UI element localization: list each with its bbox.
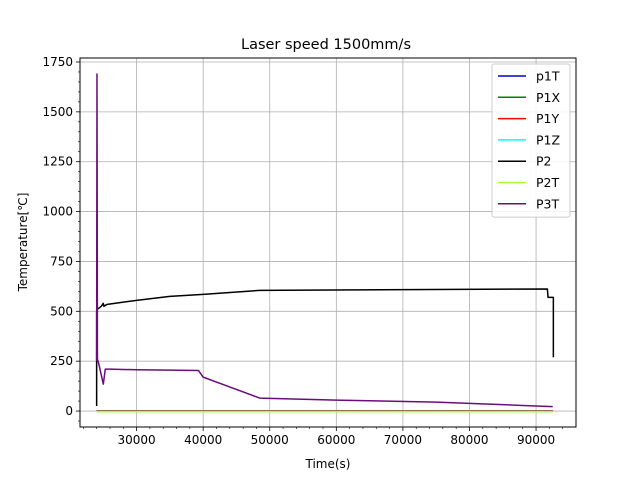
plot-frame [79, 57, 577, 428]
x-tick-label: 70000 [384, 433, 422, 447]
chart-title: Laser speed 1500mm/s [241, 37, 411, 53]
y-tick-label: 1750 [42, 55, 73, 69]
x-tick-label: 40000 [184, 433, 222, 447]
x-tick-label: 90000 [517, 433, 555, 447]
axes: 30000 40000 50000 60000 70000 80000 90000 0 250 5… [42, 55, 563, 447]
series-line-p2 [95, 288, 555, 407]
legend-label: P2T [536, 175, 559, 190]
x-tick-label: 60000 [317, 433, 355, 447]
y-axis-label: Temperature[℃] [16, 193, 30, 293]
legend-label: P3T [536, 196, 559, 211]
y-tick-label: 250 [50, 354, 73, 368]
x-axis-label: Time(s) [305, 457, 351, 471]
legend-label: P1X [536, 90, 560, 105]
legend-box [491, 63, 571, 218]
y-tick-label: 0 [65, 404, 73, 418]
legend-label: p1T [536, 69, 560, 84]
legend-label: P2 [536, 154, 552, 169]
x-tick-label: 80000 [450, 433, 488, 447]
series-line-p3t [95, 73, 553, 408]
y-tick-label: 1000 [42, 205, 73, 219]
y-tick-label: 750 [50, 254, 73, 268]
y-tick-label: 500 [50, 304, 73, 318]
legend-label: P1Y [536, 111, 559, 126]
plot-series [95, 73, 555, 413]
x-tick-label: 30000 [117, 433, 155, 447]
y-tick-label: 1250 [42, 155, 73, 169]
legend: p1T P1X P1Y P1Z P2 P2T P3T [491, 63, 571, 218]
legend-label: P1Z [536, 132, 560, 147]
x-tick-label: 50000 [251, 433, 289, 447]
y-tick-label: 1500 [42, 105, 73, 119]
